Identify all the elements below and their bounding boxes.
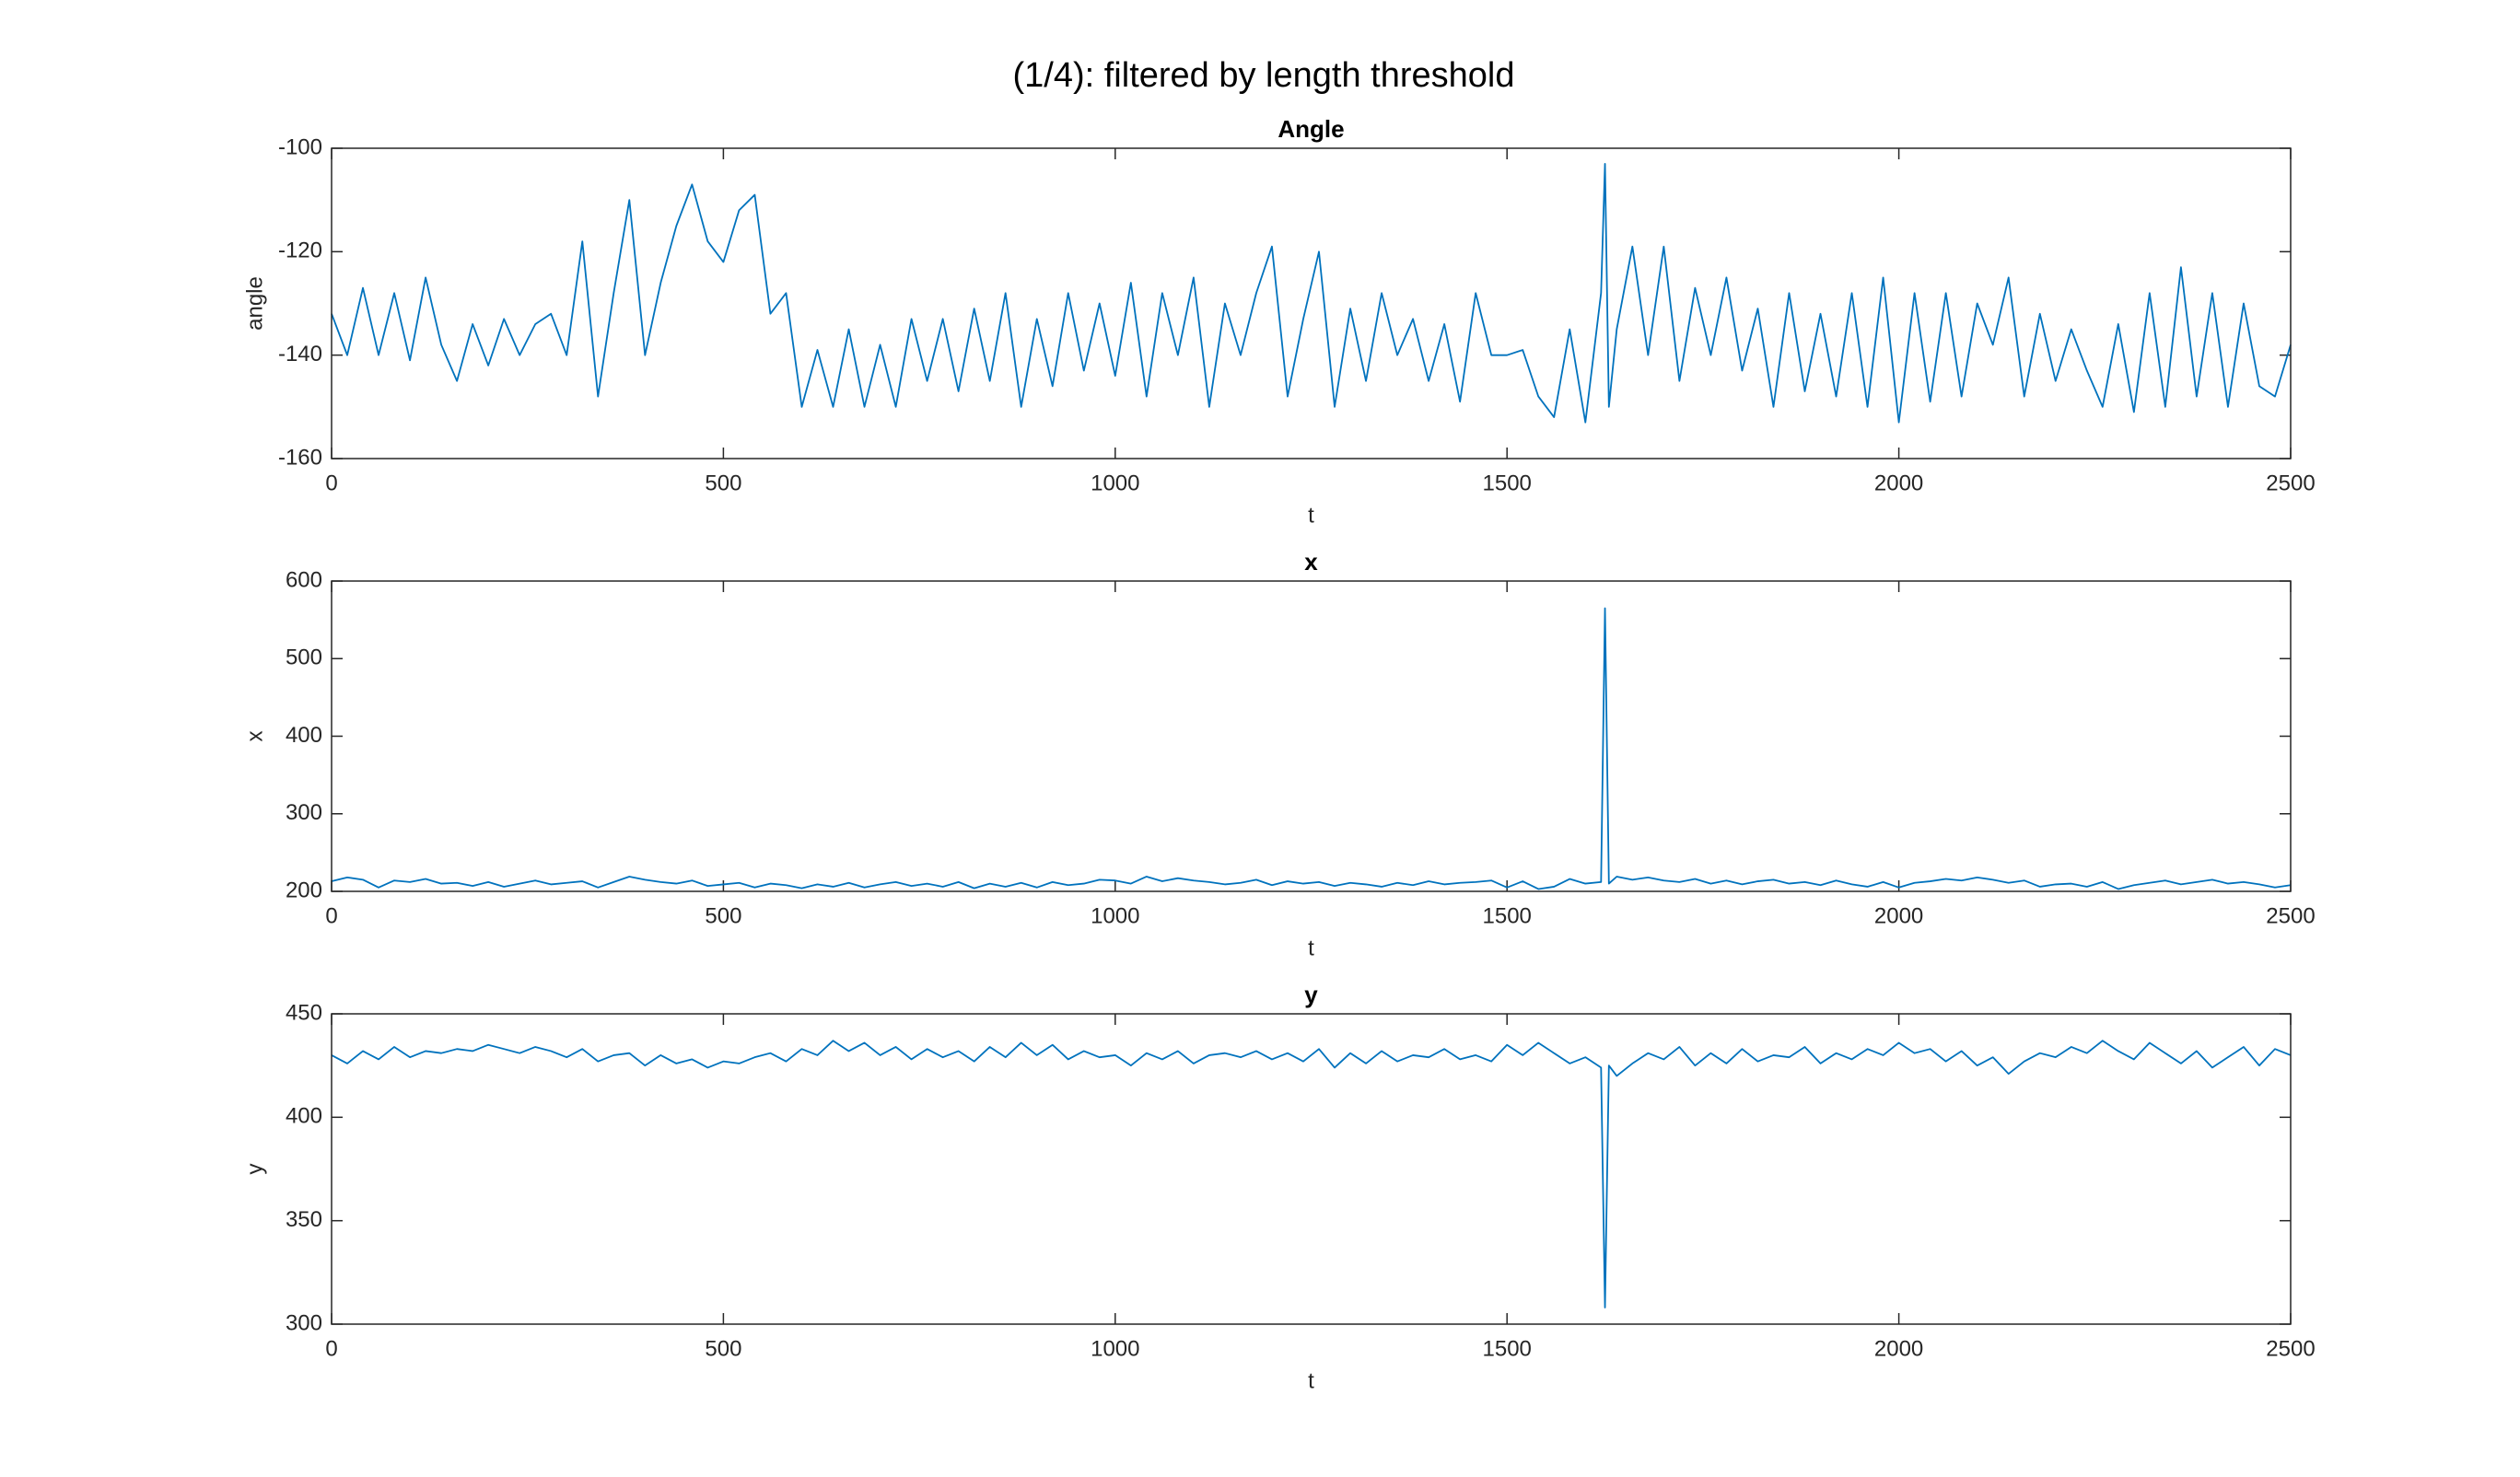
x-tick-label: 1000 <box>1091 471 1139 495</box>
x-tick-label: 1500 <box>1483 471 1532 495</box>
y-tick-label: 400 <box>286 723 322 748</box>
y-tick-label: -100 <box>278 134 322 159</box>
x-tick-label: 1500 <box>1483 903 1532 928</box>
y-axis-label: x <box>242 731 267 742</box>
y-tick-label: 500 <box>286 645 322 670</box>
x-tick-label: 1500 <box>1483 1336 1532 1361</box>
x-tick-label: 0 <box>325 1336 337 1361</box>
y-tick-label: 200 <box>286 878 322 902</box>
x-tick-label: 1000 <box>1091 903 1139 928</box>
axes-title: Angle <box>1278 115 1344 143</box>
x-axis-label: t <box>1308 1368 1314 1393</box>
figure-title: (1/4): filtered by length threshold <box>1013 56 1515 95</box>
x-tick-label: 2500 <box>2266 1336 2315 1361</box>
y-tick-label: 300 <box>286 1310 322 1335</box>
x-axis-label: t <box>1308 503 1314 528</box>
y-tick-label: 600 <box>286 567 322 592</box>
y-axis-label: y <box>242 1164 267 1175</box>
data-line <box>331 1040 2292 1308</box>
y-tick-label: 450 <box>286 1000 322 1025</box>
x-tick-label: 2000 <box>1874 471 1923 495</box>
data-line <box>331 162 2292 424</box>
y-tick-label: -120 <box>278 238 322 263</box>
x-tick-label: 500 <box>705 903 741 928</box>
x-tick-label: 0 <box>325 903 337 928</box>
axes-box <box>331 580 2292 892</box>
y-tick-label: -140 <box>278 342 322 366</box>
data-line <box>331 607 2292 890</box>
axes-title: y <box>1304 981 1318 1008</box>
y-tick-label: 350 <box>286 1207 322 1232</box>
x-tick-label: 1000 <box>1091 1336 1139 1361</box>
axes-box <box>331 147 2292 459</box>
y-tick-label: 300 <box>286 800 322 825</box>
axes-box <box>331 1013 2292 1325</box>
x-tick-label: 500 <box>705 1336 741 1361</box>
x-tick-label: 500 <box>705 471 741 495</box>
x-tick-label: 2000 <box>1874 903 1923 928</box>
x-tick-label: 2500 <box>2266 903 2315 928</box>
x-tick-label: 2500 <box>2266 471 2315 495</box>
axes-title: x <box>1304 548 1318 576</box>
y-tick-label: 400 <box>286 1104 322 1129</box>
x-axis-label: t <box>1308 936 1314 960</box>
x-tick-label: 2000 <box>1874 1336 1923 1361</box>
x-tick-label: 0 <box>325 471 337 495</box>
y-axis-label: angle <box>242 276 267 331</box>
y-tick-label: -160 <box>278 445 322 470</box>
